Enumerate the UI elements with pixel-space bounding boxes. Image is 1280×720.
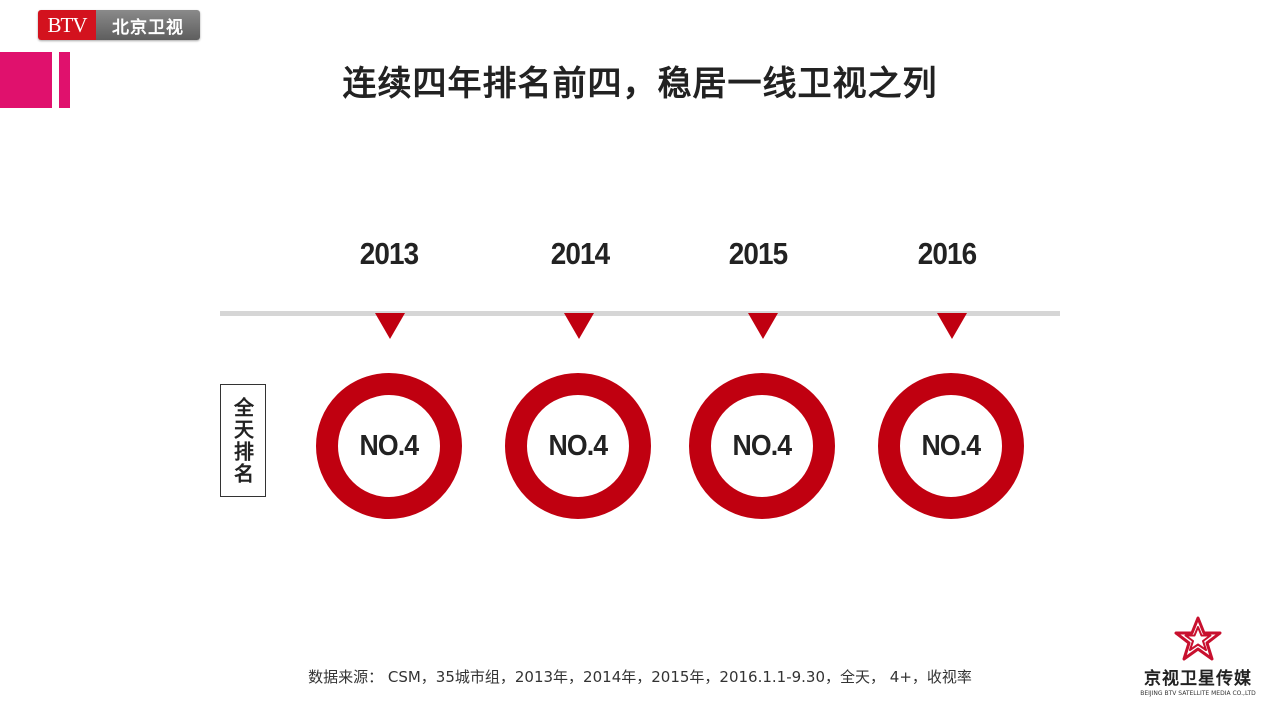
timeline-marker-icon (748, 313, 778, 339)
rank-value: NO.4 (359, 429, 420, 462)
timeline-marker-icon (375, 313, 405, 339)
star-logo-icon (1174, 616, 1222, 661)
rank-value: NO.4 (921, 429, 982, 462)
timeline-year: 2015 (728, 236, 788, 271)
page-title: 连续四年排名前四，稳居一线卫视之列 (342, 64, 938, 104)
row-label: 全天排名 (230, 396, 255, 485)
rank-value: NO.4 (548, 429, 609, 462)
timeline-year: 2014 (550, 236, 610, 271)
timeline-line (220, 311, 1060, 316)
row-label-box: 全天排名 (220, 384, 266, 497)
rank-ring: NO.4 (505, 373, 651, 519)
accent-bar-large (0, 52, 52, 108)
timeline-year: 2013 (359, 236, 419, 271)
rank-value: NO.4 (732, 429, 793, 462)
timeline-marker-icon (564, 313, 594, 339)
rank-ring: NO.4 (689, 373, 835, 519)
logo-btv-text: BTV (38, 10, 96, 40)
rank-ring: NO.4 (878, 373, 1024, 519)
timeline-year: 2016 (917, 236, 977, 271)
logo-channel-name: 北京卫视 (96, 10, 200, 40)
company-name-cn: 京视卫星传媒 (1144, 669, 1252, 689)
company-logo: 京视卫星传媒 BEIJING BTV SATELLITE MEDIA CO.,L… (1140, 616, 1256, 697)
timeline-marker-icon (937, 313, 967, 339)
accent-bar-small (59, 52, 70, 108)
rank-ring: NO.4 (316, 373, 462, 519)
company-name-en: BEIJING BTV SATELLITE MEDIA CO.,LTD (1140, 690, 1256, 697)
btv-logo: BTV 北京卫视 (38, 10, 200, 40)
data-source-note: 数据来源： CSM，35城市组，2013年，2014年，2015年，2016.1… (308, 668, 972, 686)
